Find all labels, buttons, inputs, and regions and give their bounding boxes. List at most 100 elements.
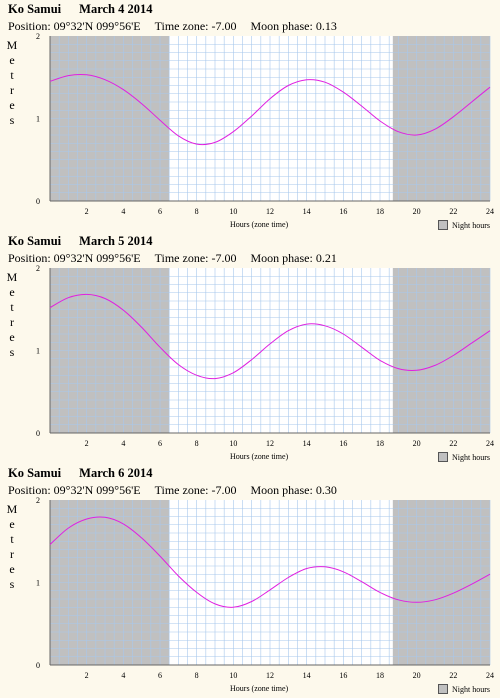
x-tick-label: 8	[195, 671, 199, 680]
chart-title: Ko Samui March 4 2014	[8, 2, 153, 17]
position-text: Position: 09°32'N 099°56'E	[8, 483, 141, 497]
x-tick-label: 14	[303, 439, 311, 448]
chart-title: Ko Samui March 6 2014	[8, 466, 153, 481]
y-axis-label-letter: e	[9, 98, 15, 112]
x-tick-label: 12	[266, 671, 274, 680]
y-axis-label-letter: e	[9, 517, 15, 531]
night-swatch	[438, 684, 448, 694]
tide-line	[49, 73, 491, 146]
y-axis-label-letter: r	[10, 547, 14, 561]
tide-panel-day1: Ko Samui March 4 2014 Position: 09°32'N 0…	[0, 0, 500, 232]
x-tick-label: 2	[85, 207, 89, 216]
x-tick-label: 18	[376, 439, 384, 448]
chart-date: March 6 2014	[79, 466, 153, 480]
y-axis-label-letter: M	[6, 270, 18, 284]
x-tick-label: 16	[339, 207, 347, 216]
y-axis-label-letter: s	[9, 345, 15, 359]
x-tick-label: 22	[449, 671, 457, 680]
x-tick-label: 24	[486, 207, 494, 216]
location-name: Ko Samui	[8, 466, 62, 480]
x-tick-label: 18	[376, 207, 384, 216]
y-axis-label-letter: r	[10, 83, 14, 97]
tide-panel-day3: Ko Samui March 6 2014 Position: 09°32'N 0…	[0, 464, 500, 696]
x-tick-label: 6	[158, 439, 162, 448]
y-axis-label-letter: t	[10, 532, 14, 546]
x-tick-label: 8	[195, 207, 199, 216]
y-axis-label-letter: r	[10, 315, 14, 329]
tide-panel-day2: Ko Samui March 5 2014 Position: 09°32'N 0…	[0, 232, 500, 464]
location-name: Ko Samui	[8, 234, 62, 248]
tide-line	[49, 516, 491, 608]
y-axis-label-letter: M	[6, 502, 18, 516]
x-tick-label: 10	[229, 207, 237, 216]
legend-label: Night hours	[452, 684, 490, 694]
y-tick-label: 2	[36, 264, 40, 273]
y-axis-label-letter: s	[9, 113, 15, 127]
chart-date: March 4 2014	[79, 2, 153, 16]
x-axis-label: Hours (zone time)	[230, 452, 289, 461]
chart-info: Position: 09°32'N 099°56'E Time zone: -7.…	[8, 483, 351, 498]
x-tick-label: 14	[303, 671, 311, 680]
x-tick-label: 20	[413, 439, 421, 448]
x-tick-label: 6	[158, 207, 162, 216]
x-tick-label: 2	[85, 671, 89, 680]
y-tick-label: 2	[36, 32, 40, 41]
y-axis-label-letter: t	[10, 300, 14, 314]
y-tick-label: 2	[36, 496, 40, 505]
x-tick-label: 10	[229, 671, 237, 680]
location-name: Ko Samui	[8, 2, 62, 16]
legend: Night hours	[438, 452, 490, 462]
chart-info: Position: 09°32'N 099°56'E Time zone: -7.…	[8, 19, 351, 34]
y-axis-label-letter: e	[9, 562, 15, 576]
y-axis-label-letter: e	[9, 285, 15, 299]
timezone-text: Time zone: -7.00	[154, 483, 237, 497]
x-tick-label: 18	[376, 671, 384, 680]
chart-title: Ko Samui March 5 2014	[8, 234, 153, 249]
y-tick-label: 0	[36, 661, 40, 670]
chart-info: Position: 09°32'N 099°56'E Time zone: -7.…	[8, 251, 351, 266]
position-text: Position: 09°32'N 099°56'E	[8, 251, 141, 265]
x-tick-label: 12	[266, 207, 274, 216]
x-tick-label: 12	[266, 439, 274, 448]
x-tick-label: 20	[413, 207, 421, 216]
x-tick-label: 14	[303, 207, 311, 216]
x-tick-label: 2	[85, 439, 89, 448]
x-tick-label: 10	[229, 439, 237, 448]
legend: Night hours	[438, 684, 490, 694]
x-tick-label: 24	[486, 671, 494, 680]
x-tick-label: 24	[486, 439, 494, 448]
y-tick-label: 1	[36, 579, 40, 588]
y-axis-label-letter: t	[10, 68, 14, 82]
timezone-text: Time zone: -7.00	[154, 19, 237, 33]
x-tick-label: 4	[121, 671, 125, 680]
x-tick-label: 4	[121, 207, 125, 216]
moon-phase-text: Moon phase: 0.30	[250, 483, 337, 497]
y-tick-label: 1	[36, 347, 40, 356]
y-axis-label-letter: e	[9, 330, 15, 344]
night-swatch	[438, 220, 448, 230]
x-tick-label: 22	[449, 207, 457, 216]
x-tick-label: 8	[195, 439, 199, 448]
y-axis-label-letter: s	[9, 577, 15, 591]
x-axis-label: Hours (zone time)	[230, 220, 289, 229]
x-axis-label: Hours (zone time)	[230, 684, 289, 693]
y-tick-label: 0	[36, 429, 40, 438]
timezone-text: Time zone: -7.00	[154, 251, 237, 265]
legend-label: Night hours	[452, 452, 490, 462]
legend: Night hours	[438, 220, 490, 230]
x-tick-label: 6	[158, 671, 162, 680]
x-tick-label: 16	[339, 439, 347, 448]
y-axis-label-letter: e	[9, 53, 15, 67]
y-tick-label: 1	[36, 115, 40, 124]
y-axis-label-letter: M	[6, 38, 18, 52]
x-tick-label: 16	[339, 671, 347, 680]
x-tick-label: 4	[121, 439, 125, 448]
tide-line	[49, 293, 491, 380]
night-swatch	[438, 452, 448, 462]
x-tick-label: 22	[449, 439, 457, 448]
moon-phase-text: Moon phase: 0.13	[250, 19, 337, 33]
y-tick-label: 0	[36, 197, 40, 206]
